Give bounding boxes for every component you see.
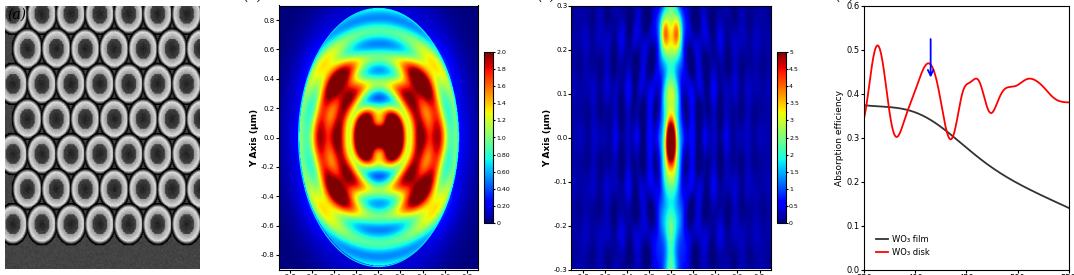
WO₃ film xyxy=(1057,204,1070,207)
WO₃ disk xyxy=(981,104,993,108)
WO₃ disk xyxy=(871,44,884,47)
WO₃ film xyxy=(956,143,969,146)
WO₃ disk xyxy=(944,138,957,141)
WO₃ disk xyxy=(969,77,982,80)
WO₃ disk xyxy=(1058,100,1071,104)
WO₃ disk xyxy=(956,92,969,96)
WO₃ film xyxy=(858,104,871,107)
WO₃ film xyxy=(1062,206,1074,210)
WO₃ film xyxy=(969,153,982,156)
Y-axis label: Absorption efficiency: Absorption efficiency xyxy=(834,89,844,186)
WO₃ disk xyxy=(1026,78,1039,81)
Y-axis label: Y Axis (μm): Y Axis (μm) xyxy=(543,108,552,167)
Text: (a): (a) xyxy=(8,8,27,22)
Y-axis label: Y Axis (μm): Y Axis (μm) xyxy=(250,108,259,167)
Legend: WO₃ film, WO₃ disk: WO₃ film, WO₃ disk xyxy=(872,231,932,260)
Text: (d): (d) xyxy=(836,0,855,3)
Line: WO₃ disk: WO₃ disk xyxy=(865,45,1069,139)
Line: WO₃ film: WO₃ film xyxy=(865,105,1069,208)
Text: (c): (c) xyxy=(537,0,555,3)
WO₃ disk xyxy=(1062,101,1074,104)
WO₃ disk xyxy=(957,88,970,92)
Text: (b): (b) xyxy=(243,0,263,3)
WO₃ film xyxy=(955,142,968,145)
WO₃ disk xyxy=(858,116,871,119)
WO₃ film xyxy=(1026,189,1039,192)
WO₃ film xyxy=(979,161,992,165)
